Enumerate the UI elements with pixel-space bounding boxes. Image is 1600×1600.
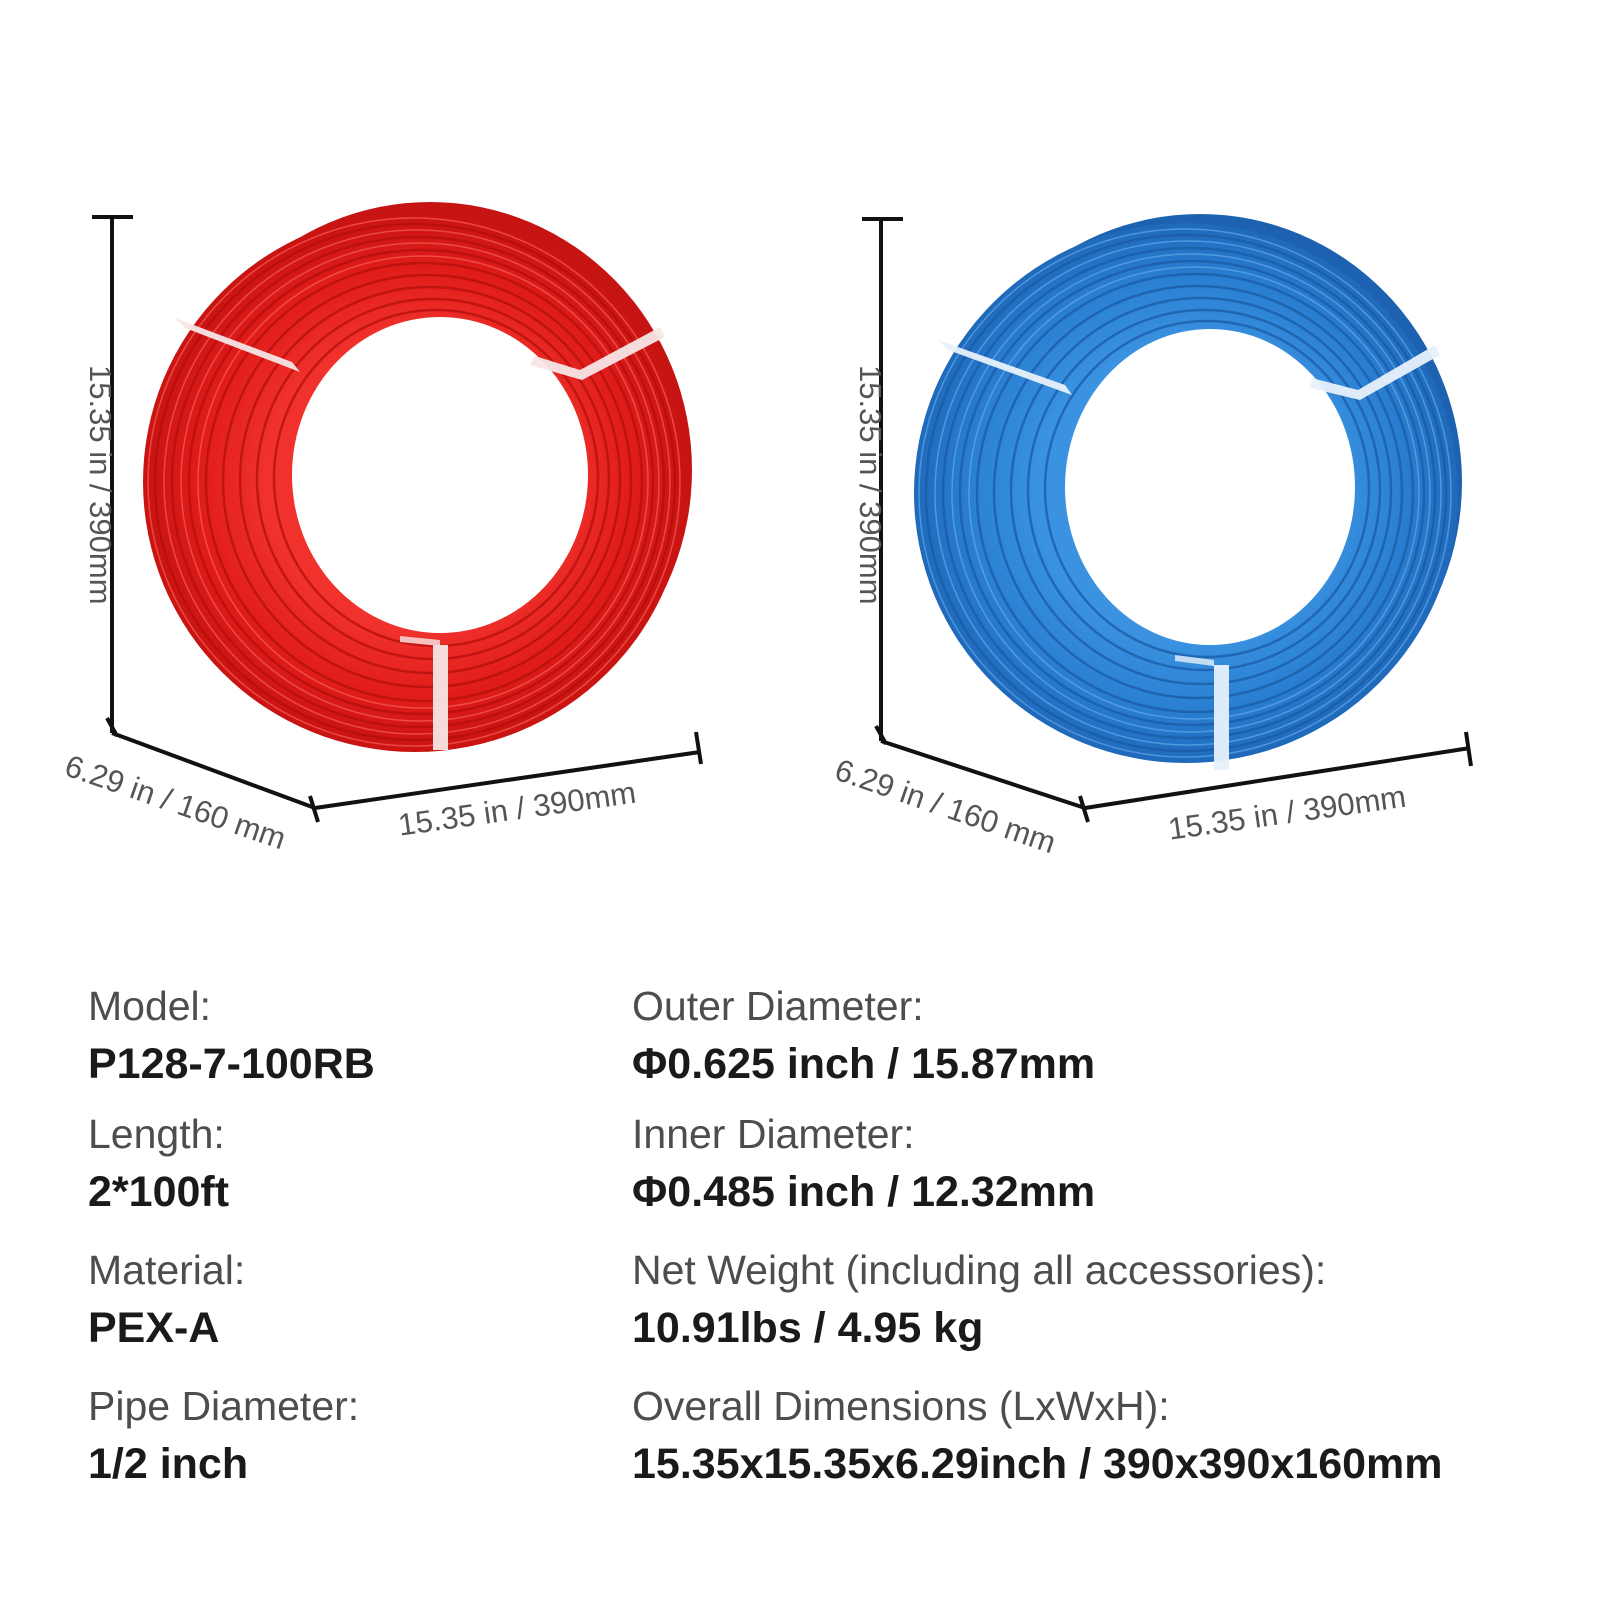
spec-pipe-diameter: Pipe Diameter: 1/2 inch [88, 1382, 359, 1490]
red-coil [143, 202, 692, 752]
spec-net-weight: Net Weight (including all accessories): … [632, 1246, 1326, 1354]
red-pipe-coil-image [92, 202, 1473, 823]
spec-value: 1/2 inch [88, 1440, 249, 1488]
spec-label: Inner Diameter: [632, 1111, 915, 1157]
spec-value: 15.35x15.35x6.29inch / 390x390x160mm [632, 1440, 1443, 1488]
spec-value: PEX-A [88, 1304, 220, 1352]
spec-label: Model: [88, 983, 212, 1029]
spec-outer-diameter: Outer Diameter: Φ0.625 inch / 15.87mm [632, 982, 1095, 1090]
spec-label: Pipe Diameter: [88, 1383, 360, 1429]
spec-value: 10.91lbs / 4.95 kg [632, 1304, 984, 1352]
spec-label: Material: [88, 1247, 246, 1293]
spec-value: P128-7-100RB [88, 1040, 375, 1088]
product-dimensions-figure: 15.35 in / 390mm 6.29 in / 160 mm 15.35 … [61, 202, 1473, 860]
red-dimension-lines [92, 215, 703, 823]
spec-material: Material: PEX-A [88, 1246, 245, 1354]
spec-label: Outer Diameter: [632, 983, 924, 1029]
spec-length: Length: 2*100ft [88, 1110, 229, 1218]
spec-label: Net Weight (including all accessories): [632, 1247, 1327, 1293]
spec-overall-dimensions: Overall Dimensions (LxWxH): 15.35x15.35x… [632, 1382, 1443, 1490]
spec-value: Φ0.625 inch / 15.87mm [632, 1040, 1096, 1088]
spec-model: Model: P128-7-100RB [88, 982, 375, 1090]
spec-inner-diameter: Inner Diameter: Φ0.485 inch / 12.32mm [632, 1110, 1095, 1218]
blue-dimension-lines [862, 217, 1473, 823]
spec-value: Φ0.485 inch / 12.32mm [632, 1168, 1096, 1216]
spec-label: Length: [88, 1111, 225, 1157]
spec-value: 2*100ft [88, 1168, 230, 1216]
spec-label: Overall Dimensions (LxWxH): [632, 1383, 1170, 1429]
blue-coil [914, 214, 1462, 770]
